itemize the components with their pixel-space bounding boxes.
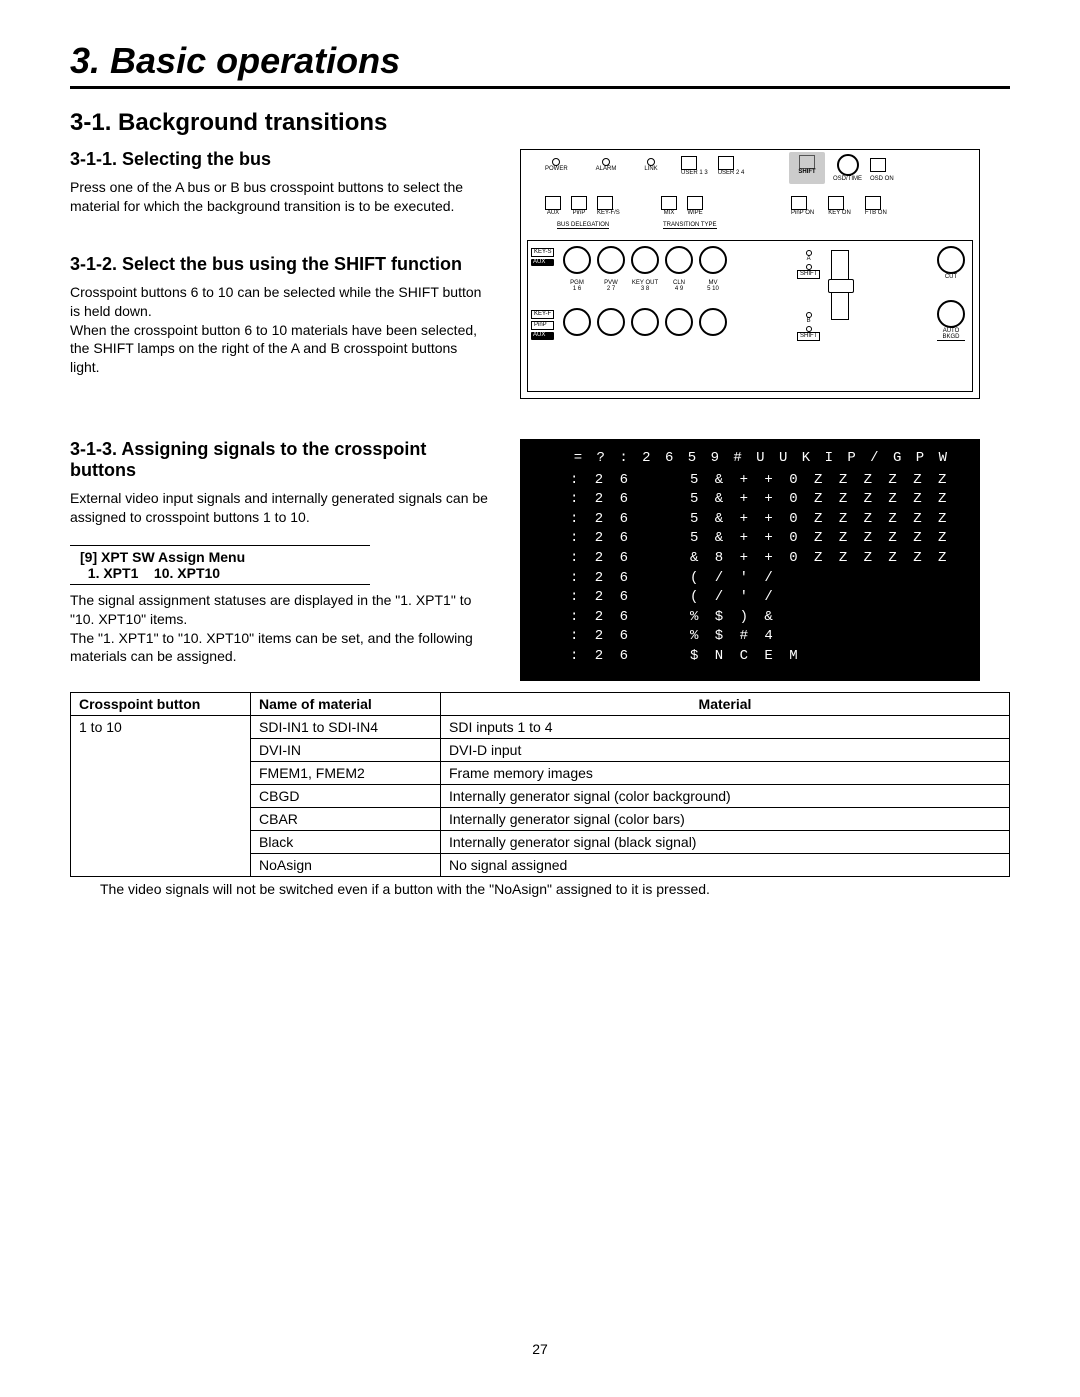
led-power-label: POWER: [545, 166, 568, 172]
cell-crosspoint: 1 to 10: [71, 716, 251, 877]
knob-osdtime-label: OSD/TIME: [833, 176, 862, 182]
menu-row: : 2 6& 8 + + 0 Z Z Z Z Z Z: [570, 549, 960, 569]
btn-mix-label: MIX: [661, 210, 677, 216]
sub1-body: Press one of the A bus or B bus crosspoi…: [70, 178, 490, 216]
cell-material: Internally generator signal (color bars): [441, 808, 1010, 831]
btn-keyfs-label: KEY-F/S: [597, 210, 620, 216]
menu-row: : 2 65 & + + 0 Z Z Z Z Z Z: [570, 471, 960, 491]
btn-keyon-label: KEY ON: [828, 210, 851, 216]
table-note: The video signals will not be switched e…: [70, 881, 1010, 897]
menu-row: : 2 6( / ' /: [570, 569, 960, 589]
menu-row: : 2 6% $ ) &: [570, 608, 960, 628]
menu-row: : 2 65 & + + 0 Z Z Z Z Z Z: [570, 529, 960, 549]
menu-display: = ? : 2 6 5 9 # U U K I P / G P W : 2 65…: [520, 439, 980, 681]
menu-row: : 2 65 & + + 0 Z Z Z Z Z Z: [570, 510, 960, 530]
material-table: Crosspoint button Name of material Mater…: [70, 692, 1010, 877]
cell-material: SDI inputs 1 to 4: [441, 716, 1010, 739]
tag-aux: AUX: [531, 259, 554, 266]
tag-pinp-b: PinP: [531, 321, 554, 330]
tag-aux-b: AUX: [531, 332, 554, 339]
knob-label-3: CLN4 9: [665, 280, 693, 292]
menu-row: : 2 6( / ' /: [570, 588, 960, 608]
bkgd-label: BKGD: [937, 334, 965, 341]
page-number: 27: [0, 1341, 1080, 1357]
cell-material: Internally generator signal (color backg…: [441, 785, 1010, 808]
shift-b-label: SHIFT: [797, 332, 820, 341]
menu-header: = ? : 2 6 5 9 # U U K I P / G P W: [570, 449, 960, 469]
xpt-menu-box: [9] XPT SW Assign Menu 1. XPT1 10. XPT10: [70, 545, 370, 585]
knob-label-2: KEY OUT3 8: [631, 280, 659, 292]
btn-wipe-label: WIPE: [687, 210, 703, 216]
cell-name: SDI-IN1 to SDI-IN4: [251, 716, 441, 739]
sub1-title: 3-1-1. Selecting the bus: [70, 149, 490, 170]
menu-row: : 2 6$ N C E M: [570, 647, 960, 667]
btn-pinp-label: PinP: [571, 210, 587, 216]
control-panel-diagram: POWER ALARM LINK USER 1 3 USER 2 4 SHIFT…: [520, 149, 980, 399]
sub3-body1: External video input signals and interna…: [70, 489, 490, 527]
btn-ftbon-label: FTB ON: [865, 210, 887, 216]
sub3-body2: The signal assignment statuses are displ…: [70, 591, 490, 667]
menu-row: : 2 65 & + + 0 Z Z Z Z Z Z: [570, 490, 960, 510]
knob-label-0: PGM1 6: [563, 280, 591, 292]
led-alarm-label: ALARM: [596, 166, 617, 172]
sub2-body: Crosspoint buttons 6 to 10 can be select…: [70, 283, 490, 377]
xpt-menu-line1: [9] XPT SW Assign Menu: [80, 549, 360, 565]
table-row: 1 to 10SDI-IN1 to SDI-IN4SDI inputs 1 to…: [71, 716, 1010, 739]
a-label: A: [797, 256, 820, 262]
led-link-label: LINK: [644, 166, 657, 172]
chapter-title: 3. Basic operations: [70, 40, 1010, 89]
group-busdel-label: BUS DELEGATION: [557, 222, 609, 229]
cell-name: DVI-IN: [251, 739, 441, 762]
cell-material: DVI-D input: [441, 739, 1010, 762]
th-name: Name of material: [251, 693, 441, 716]
xpt-menu-line2: 1. XPT1 10. XPT10: [80, 565, 360, 581]
btn-user1-label: USER 1 3: [681, 170, 708, 176]
cell-name: CBGD: [251, 785, 441, 808]
btn-user2-label: USER 2 4: [718, 170, 745, 176]
btn-osdon-label: OSD ON: [870, 176, 894, 182]
cell-material: Internally generator signal (black signa…: [441, 831, 1010, 854]
cut-label: CUT: [937, 274, 965, 280]
group-trans-label: TRANSITION TYPE: [663, 222, 717, 229]
tag-keyf: KEY-F: [531, 310, 554, 319]
tag-keys: KEY-S: [531, 248, 554, 257]
th-material: Material: [441, 693, 1010, 716]
btn-shift-label: SHIFT: [789, 169, 825, 175]
knob-label-1: PVW2 7: [597, 280, 625, 292]
cell-material: No signal assigned: [441, 854, 1010, 877]
cell-material: Frame memory images: [441, 762, 1010, 785]
btn-pinpon-label: PinP ON: [791, 210, 814, 216]
cell-name: NoAsign: [251, 854, 441, 877]
btn-aux-label: AUX: [545, 210, 561, 216]
cell-name: FMEM1, FMEM2: [251, 762, 441, 785]
menu-row: : 2 6% $ # 4: [570, 627, 960, 647]
knob-label-4: MV5 10: [699, 280, 727, 292]
section-title: 3-1. Background transitions: [70, 109, 1010, 137]
cell-name: Black: [251, 831, 441, 854]
shift-a-label: SHIFT: [797, 270, 820, 279]
cell-name: CBAR: [251, 808, 441, 831]
th-crosspoint: Crosspoint button: [71, 693, 251, 716]
sub2-title: 3-1-2. Select the bus using the SHIFT fu…: [70, 254, 490, 275]
sub3-title: 3-1-3. Assigning signals to the crosspoi…: [70, 439, 490, 481]
b-label: B: [797, 318, 820, 324]
